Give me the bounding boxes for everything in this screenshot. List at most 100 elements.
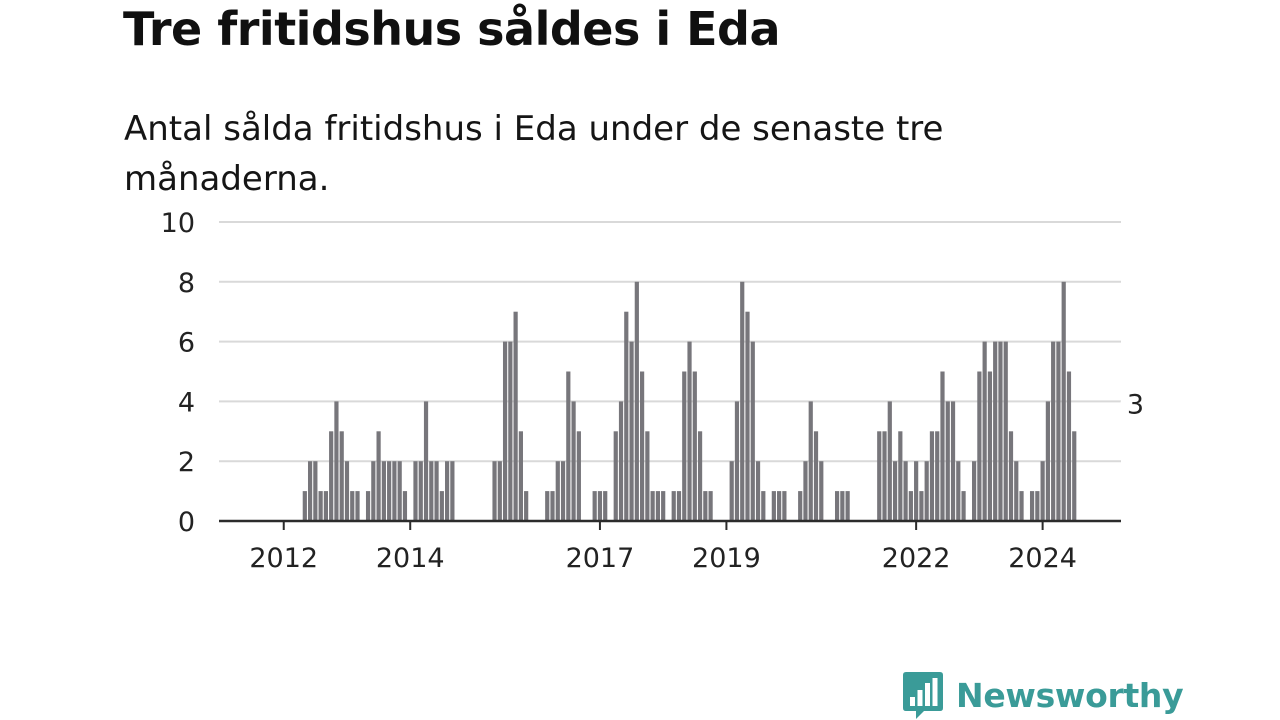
bar <box>429 461 434 521</box>
bar <box>972 461 977 521</box>
bar <box>645 431 650 521</box>
bar <box>597 491 603 521</box>
bar <box>518 431 523 521</box>
bar <box>618 401 624 521</box>
bar <box>750 341 755 521</box>
annotation-label: 3 <box>1127 389 1144 420</box>
bar <box>344 461 350 521</box>
bar <box>977 371 982 521</box>
bar <box>307 461 313 521</box>
bar <box>634 281 639 521</box>
bar <box>877 431 882 521</box>
bar <box>434 461 439 521</box>
bar <box>1014 461 1019 521</box>
bars <box>302 281 1077 521</box>
y-tick-label: 0 <box>178 507 195 538</box>
bar <box>982 341 987 521</box>
bar <box>1035 491 1040 521</box>
bar <box>840 491 845 521</box>
bar <box>329 431 334 521</box>
x-tick-label: 2019 <box>692 543 761 574</box>
bar <box>323 491 328 521</box>
bar <box>1066 371 1072 521</box>
y-tick-label: 6 <box>178 328 195 359</box>
y-tick-label: 4 <box>178 387 195 418</box>
bar <box>502 341 508 521</box>
bar <box>755 461 761 521</box>
x-tick-label: 2012 <box>249 543 318 574</box>
chart-title: Tre fritidshus såldes i Eda <box>123 2 781 56</box>
bar <box>560 461 566 521</box>
bar <box>803 461 808 521</box>
bar <box>834 491 840 521</box>
bar <box>777 491 782 521</box>
bar <box>397 461 402 521</box>
bar <box>555 461 560 521</box>
bar <box>629 341 634 521</box>
bar <box>603 491 608 521</box>
bar <box>1045 401 1050 521</box>
bar <box>961 491 966 521</box>
bar <box>882 431 887 521</box>
bar <box>808 401 813 521</box>
bar <box>950 401 956 521</box>
bar <box>423 401 429 521</box>
bar <box>919 491 924 521</box>
bar <box>908 491 913 521</box>
bar <box>819 461 824 521</box>
bar <box>740 281 745 521</box>
bar <box>682 371 687 521</box>
annotation: 3 <box>1120 389 1151 420</box>
bar <box>418 461 423 521</box>
bar <box>687 341 692 521</box>
bar <box>697 431 703 521</box>
bar <box>940 371 945 521</box>
bar <box>613 431 618 521</box>
bar <box>898 431 903 521</box>
bar <box>987 371 993 521</box>
y-tick-label: 8 <box>178 268 195 299</box>
bar <box>650 491 655 521</box>
bar <box>956 461 961 521</box>
bar <box>798 491 803 521</box>
bar <box>655 491 661 521</box>
bar <box>313 461 318 521</box>
bar <box>692 371 697 521</box>
bar <box>708 491 713 521</box>
bar-chart-speech-bubble-icon <box>903 672 943 719</box>
bar <box>439 491 444 521</box>
bar <box>413 461 418 521</box>
bar <box>929 431 935 521</box>
x-tick-label: 2014 <box>376 543 445 574</box>
bar <box>729 461 734 521</box>
bar <box>998 341 1003 521</box>
bar <box>1072 431 1077 521</box>
bar <box>355 491 360 521</box>
bar <box>703 491 708 521</box>
bar <box>903 461 908 521</box>
bar <box>624 311 629 521</box>
bar <box>376 431 381 521</box>
bar <box>566 371 571 521</box>
bar <box>450 461 455 521</box>
bar <box>371 461 376 521</box>
bar <box>813 431 819 521</box>
bar <box>318 491 323 521</box>
x-tick-label: 2024 <box>1008 543 1077 574</box>
bar <box>592 491 597 521</box>
chart-subtitle: Antal sålda fritidshus i Eda under de se… <box>124 109 944 199</box>
bar <box>845 491 850 521</box>
bar <box>1056 341 1061 521</box>
bar <box>745 311 750 521</box>
bar <box>676 491 682 521</box>
bar <box>782 491 787 521</box>
y-tick-label: 10 <box>161 208 195 239</box>
bar <box>671 491 676 521</box>
bar <box>492 461 497 521</box>
bar <box>924 461 929 521</box>
bar <box>302 491 307 521</box>
bar <box>365 491 371 521</box>
bar <box>576 431 581 521</box>
bar <box>914 461 919 521</box>
bar-chart: 0 2 4 6 8 10 2012 2014 2017 2019 2022 2024 3 <box>160 208 1151 574</box>
